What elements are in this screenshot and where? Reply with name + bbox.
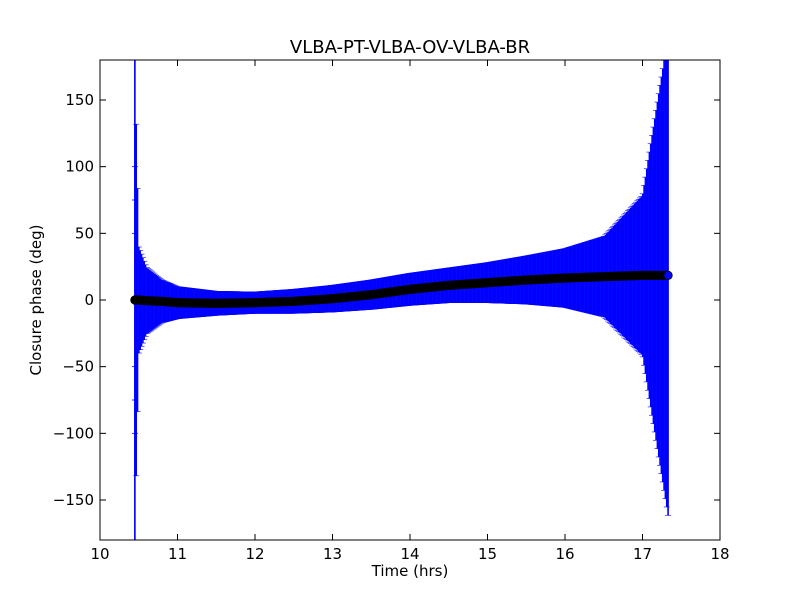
y-tick-label: 0: [84, 291, 94, 309]
y-tick-label: −100: [53, 424, 94, 442]
data-point-layer: [130, 270, 673, 308]
x-tick-label: 16: [555, 545, 574, 563]
x-axis: 10 11 12 13 14 15 16 17 18: [90, 60, 730, 563]
x-tick-label: 14: [400, 545, 419, 563]
data-point: [663, 270, 673, 280]
y-tick-label: −50: [62, 358, 94, 376]
y-tick-label: 100: [65, 158, 94, 176]
y-tick-label: 50: [75, 224, 94, 242]
x-tick-label: 11: [168, 545, 187, 563]
x-tick-label: 13: [323, 545, 342, 563]
y-axis: −150 −100 −50 0 50 100 150: [53, 91, 720, 509]
x-tick-label: 12: [245, 545, 264, 563]
x-tick-label: 17: [633, 545, 652, 563]
x-tick-label: 15: [478, 545, 497, 563]
x-tick-label: 18: [710, 545, 729, 563]
chart-title: VLBA-PT-VLBA-OV-VLBA-BR: [290, 37, 530, 58]
y-tick-label: 150: [65, 91, 94, 109]
y-axis-label: Closure phase (deg): [27, 225, 45, 376]
x-axis-label: Time (hrs): [371, 562, 449, 580]
y-tick-label: −150: [53, 491, 94, 509]
x-tick-label: 10: [90, 545, 109, 563]
